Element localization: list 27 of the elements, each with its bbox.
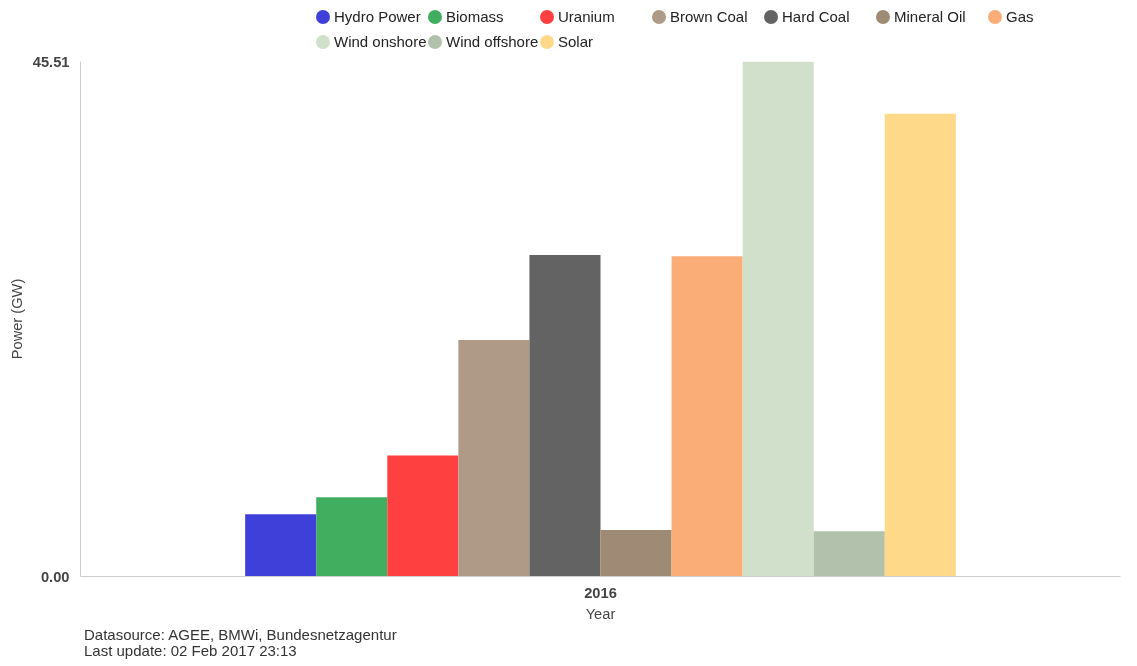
legend-label: Biomass [445,7,505,27]
legend-label: Hard Coal [781,7,851,27]
x-tick-label: 2016 [584,584,617,601]
x-axis-title: Year [585,605,616,622]
bar [387,455,459,577]
legend-label: Brown Coal [669,7,749,27]
y-tick-label: 0.00 [40,568,70,585]
bar [813,531,885,577]
legend-label: Wind offshore [445,32,540,53]
bar [245,514,317,577]
y-axis-title: Power (GW) [8,278,25,360]
text: Datasource: AGEE, BMWi, Bundesnetzagentur [84,625,397,645]
legend-label: Solar [557,32,595,53]
bar [884,113,956,577]
legend-label: Wind onshore [333,32,428,53]
bar [316,497,388,577]
legend-label: Gas [1005,7,1035,27]
legend-label: Uranium [557,7,616,27]
bar [529,255,601,577]
legend-label: Hydro Power [333,7,422,27]
y-tick-label: 45.51 [32,53,70,70]
bar [671,256,743,577]
bar [742,61,814,577]
bar [458,339,530,577]
legend-label: Mineral Oil [893,7,967,27]
bar [600,530,672,577]
text: Last update: 02 Feb 2017 23:13 [84,642,297,661]
